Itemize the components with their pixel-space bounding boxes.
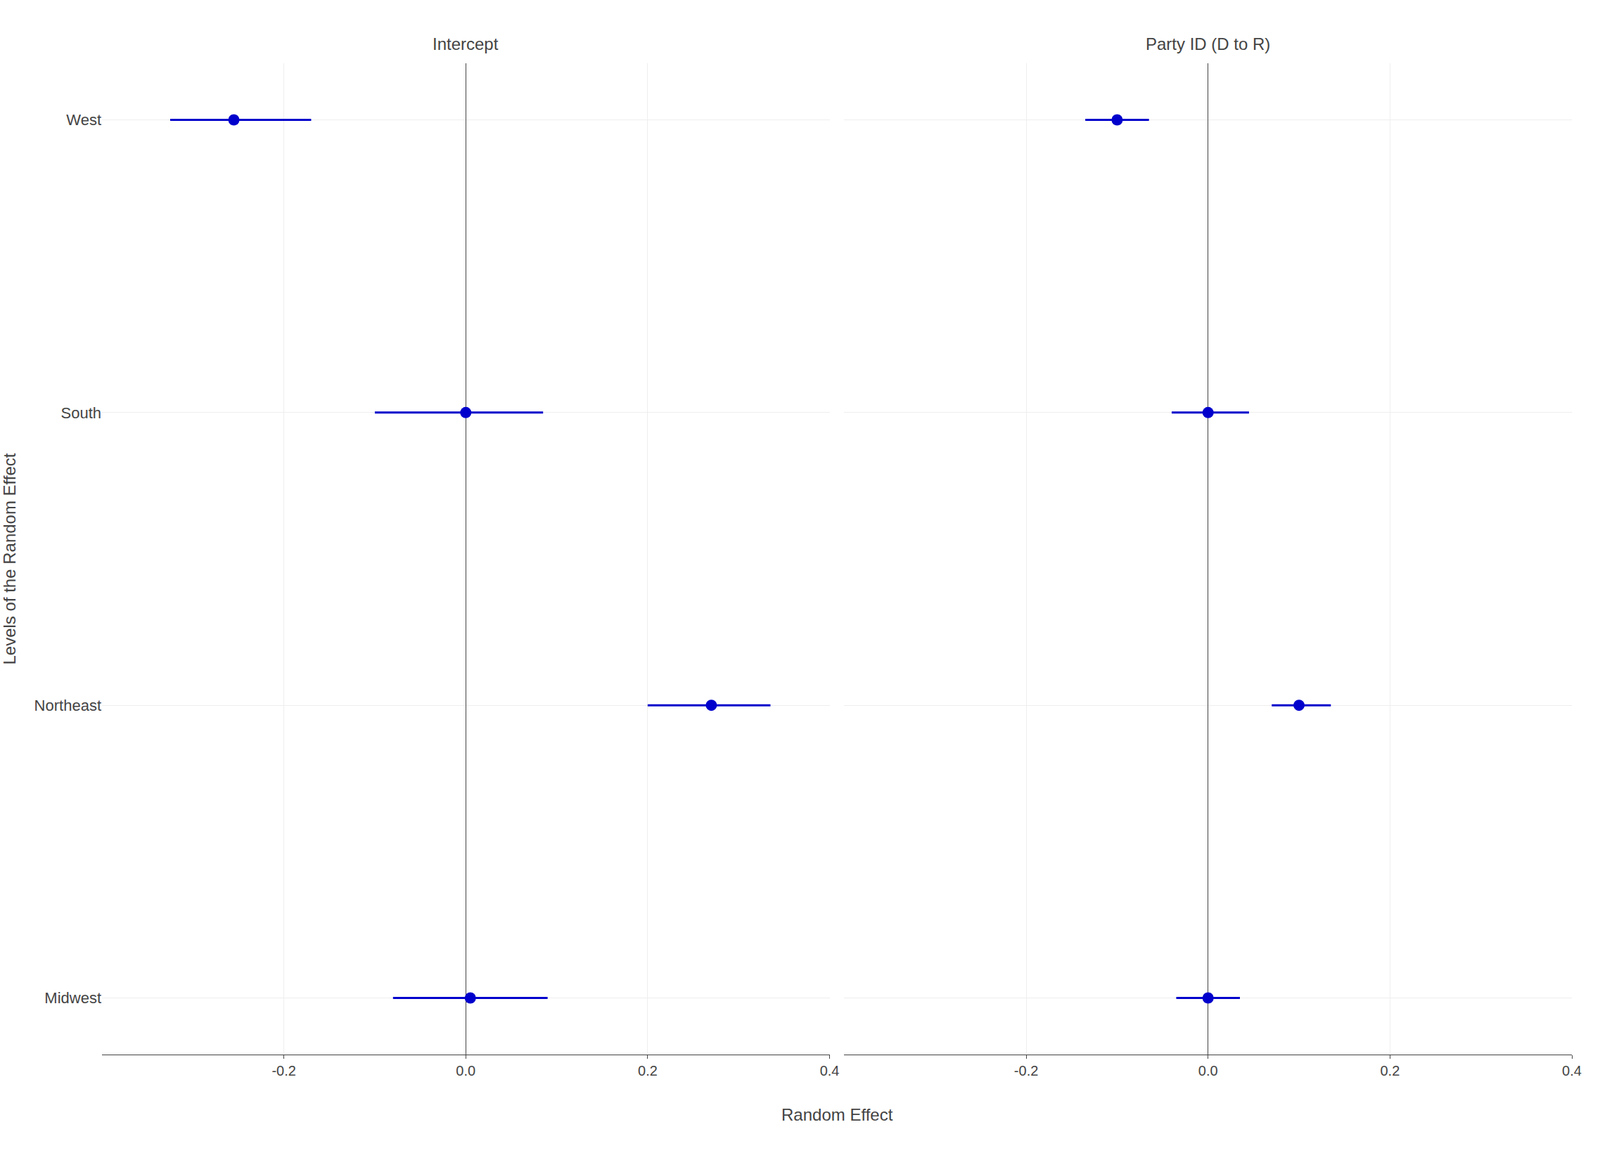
- svg-text:Levels of the Random Effect: Levels of the Random Effect: [0, 452, 19, 665]
- svg-text:0.0: 0.0: [455, 1063, 476, 1079]
- svg-text:Intercept: Intercept: [432, 34, 499, 54]
- svg-text:Random Effect: Random Effect: [781, 1105, 894, 1125]
- svg-text:0.2: 0.2: [637, 1063, 658, 1079]
- svg-text:West: West: [66, 111, 102, 129]
- svg-text:Northeast: Northeast: [34, 696, 102, 715]
- svg-text:South: South: [61, 404, 102, 422]
- svg-text:-0.2: -0.2: [1014, 1063, 1039, 1079]
- svg-text:0.2: 0.2: [1379, 1063, 1400, 1079]
- svg-text:Party ID (D to R): Party ID (D to R): [1145, 34, 1271, 54]
- svg-text:0.4: 0.4: [820, 1063, 840, 1079]
- svg-text:Midwest: Midwest: [44, 989, 102, 1008]
- svg-text:-0.2: -0.2: [271, 1063, 296, 1079]
- svg-text:0.4: 0.4: [1562, 1063, 1582, 1079]
- svg-text:0.0: 0.0: [1198, 1063, 1219, 1079]
